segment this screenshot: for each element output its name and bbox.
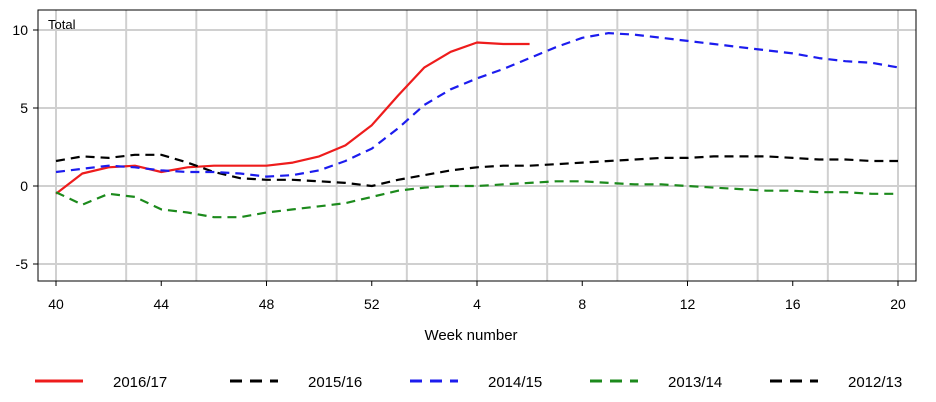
y-tick-label: 0 — [20, 178, 28, 194]
series-line-2015-16 — [55, 153, 898, 188]
x-tick-label: 52 — [364, 296, 380, 312]
y-tick-label: 10 — [12, 22, 28, 38]
x-tick-label: 44 — [153, 296, 169, 312]
legend-label: 2012/13 — [848, 374, 902, 391]
series-line-2014-15 — [55, 31, 899, 178]
series-line-2013-14 — [55, 180, 898, 219]
series-lines — [55, 31, 899, 219]
legend-label: 2015/16 — [308, 374, 362, 391]
legend-label: 2016/17 — [113, 374, 167, 391]
y-axis-ticks: 10 5 0 -5 — [12, 22, 38, 272]
x-tick-label: 48 — [259, 296, 275, 312]
x-tick-label: 40 — [48, 296, 64, 312]
legend: 2016/17 2015/16 2014/15 2013/14 2012/13 — [35, 374, 902, 391]
x-tick-label: 20 — [890, 296, 906, 312]
panel-title: Total — [48, 17, 76, 32]
legend-label: 2013/14 — [668, 374, 722, 391]
legend-label: 2014/15 — [488, 374, 542, 391]
series-line-2016-17 — [55, 41, 530, 195]
x-tick-label: 8 — [578, 296, 586, 312]
gridlines — [38, 10, 916, 281]
x-axis-ticks: 40 44 48 52 4 8 12 16 20 — [48, 281, 906, 312]
y-tick-label: -5 — [16, 256, 29, 272]
x-tick-label: 12 — [680, 296, 696, 312]
y-tick-label: 5 — [20, 100, 28, 116]
x-tick-label: 16 — [785, 296, 801, 312]
x-tick-label: 4 — [473, 296, 481, 312]
x-axis-label: Week number — [424, 327, 517, 344]
